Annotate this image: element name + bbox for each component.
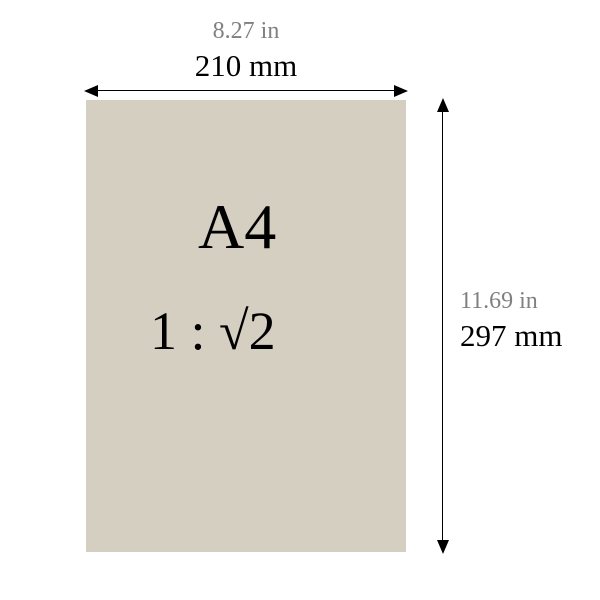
paper-name: A4 xyxy=(198,190,276,264)
width-mm-label: 210 mm xyxy=(86,48,406,84)
width-inches-unit: in xyxy=(261,18,280,44)
height-mm-value: 297 xyxy=(460,318,507,353)
height-arrow xyxy=(442,100,443,552)
height-inches-unit: in xyxy=(519,288,538,314)
height-mm-label: 297 mm xyxy=(460,318,562,354)
width-inches-value: 8.27 xyxy=(213,18,255,44)
width-mm-unit: mm xyxy=(249,48,297,83)
width-arrow xyxy=(86,90,406,91)
width-inches-label: 8.27 in xyxy=(86,18,406,45)
height-inches-value: 11.69 xyxy=(460,288,513,314)
height-mm-unit: mm xyxy=(514,318,562,353)
width-mm-value: 210 xyxy=(195,48,242,83)
paper-ratio: 1 : √2 xyxy=(150,300,276,362)
height-inches-label: 11.69 in xyxy=(460,288,538,315)
paper-size-diagram: 8.27 in 210 mm 11.69 in 297 mm A4 1 : √2 xyxy=(0,0,600,600)
